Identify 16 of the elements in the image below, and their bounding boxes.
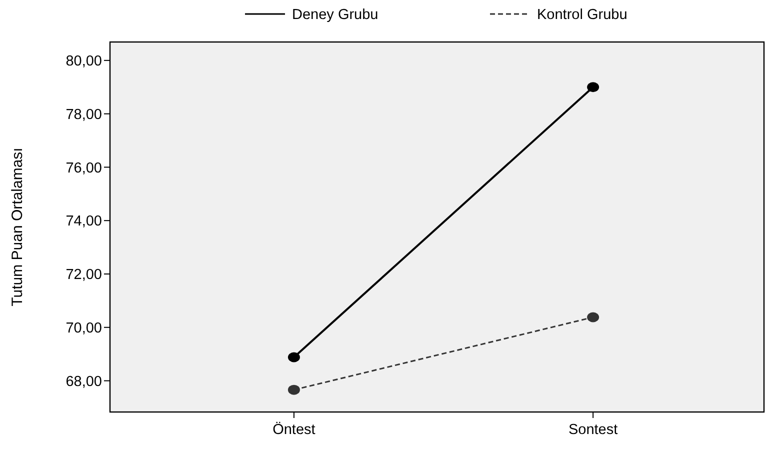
y-tick-label: 70,00 [66, 320, 102, 336]
legend-label: Kontrol Grubu [537, 7, 628, 24]
y-axis-title: Tutum Puan Ortalaması [9, 148, 26, 306]
point [587, 312, 600, 322]
y-tick-label: 72,00 [66, 267, 102, 284]
y-tick-label: 80,00 [66, 53, 102, 70]
y-tick-label: 74,00 [66, 214, 102, 230]
y-tick-label: 68,00 [66, 374, 102, 390]
x-tick-label: Sontest [568, 422, 618, 438]
point [288, 384, 300, 395]
point [288, 352, 300, 362]
x-tick-label: Öntest [272, 421, 316, 438]
legend-label: Deney Grubu [292, 7, 378, 24]
y-tick-label: 78,00 [66, 106, 102, 123]
point [587, 82, 600, 92]
y-tick-label: 76,00 [66, 160, 102, 176]
